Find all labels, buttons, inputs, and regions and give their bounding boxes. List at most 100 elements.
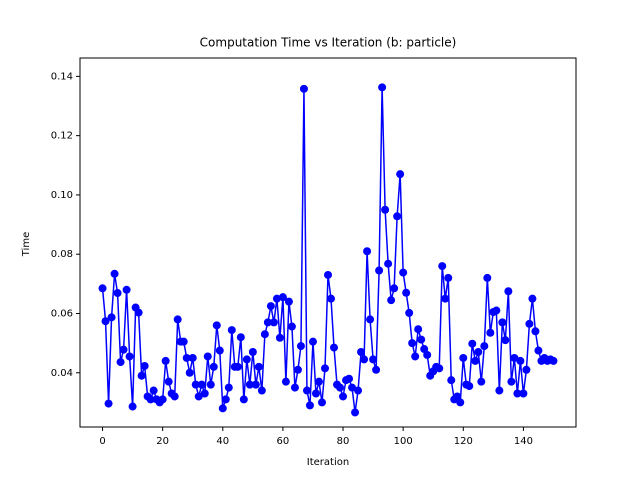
point (360, 355, 369, 364)
y-axis-label: Time (21, 232, 32, 257)
point (492, 306, 501, 315)
y-tick-label: 0.12 (51, 131, 73, 142)
point (161, 356, 170, 365)
point (531, 327, 540, 336)
point (173, 315, 182, 324)
point (101, 317, 110, 326)
point (209, 362, 218, 371)
point (149, 386, 158, 395)
point (456, 398, 465, 407)
point (206, 380, 215, 389)
point (164, 377, 173, 386)
point (405, 308, 414, 317)
point (284, 297, 293, 306)
y-tick-label: 0.06 (51, 308, 73, 319)
point (369, 355, 378, 364)
point (414, 325, 423, 334)
point (534, 346, 543, 355)
point (248, 348, 257, 357)
point (327, 294, 336, 303)
point (465, 382, 474, 391)
point (188, 353, 197, 362)
y-tick-label: 0.04 (51, 368, 73, 379)
point (498, 318, 507, 327)
x-tick-label: 40 (216, 436, 229, 447)
point (242, 355, 251, 364)
point (495, 386, 504, 395)
point (453, 392, 462, 401)
point (471, 356, 480, 365)
point (438, 262, 447, 271)
point (354, 386, 363, 395)
point (408, 339, 417, 348)
point (200, 389, 209, 398)
point (423, 350, 432, 359)
point (366, 315, 375, 324)
point (525, 319, 534, 328)
point (128, 402, 137, 411)
point (411, 352, 420, 361)
point (170, 392, 179, 401)
x-axis-label: Iteration (307, 457, 349, 468)
point (528, 294, 537, 303)
point (483, 273, 492, 282)
point (293, 365, 302, 374)
point (110, 269, 119, 278)
point (281, 377, 290, 386)
point (516, 356, 525, 365)
point (381, 205, 390, 214)
point (116, 358, 125, 367)
point (399, 268, 408, 277)
point (269, 318, 278, 327)
point (507, 377, 516, 386)
point (339, 392, 348, 401)
chart-title: Computation Time vs Iteration (b: partic… (200, 36, 457, 50)
point (320, 364, 329, 373)
point (402, 288, 411, 297)
point (317, 398, 326, 407)
point (191, 380, 200, 389)
point (314, 377, 323, 386)
point (296, 342, 305, 351)
point (299, 84, 308, 93)
point (272, 294, 281, 303)
point (513, 389, 522, 398)
point (194, 392, 203, 401)
point (324, 270, 332, 279)
point (197, 380, 206, 389)
point (113, 289, 122, 298)
point (236, 333, 245, 342)
point (278, 293, 287, 302)
point (504, 287, 513, 296)
point (390, 284, 399, 293)
point (218, 404, 227, 413)
point (305, 401, 314, 410)
point (134, 308, 143, 317)
point (396, 170, 405, 179)
point (260, 330, 269, 339)
y-tick-label: 0.10 (51, 190, 73, 201)
point (387, 296, 396, 305)
point (519, 389, 528, 398)
point (98, 284, 107, 293)
point (302, 386, 311, 395)
point (140, 361, 149, 370)
point (275, 333, 284, 342)
point (146, 395, 155, 404)
point (179, 337, 188, 346)
point (266, 302, 275, 311)
point (468, 339, 477, 348)
point (459, 353, 468, 362)
point (363, 247, 372, 256)
point (417, 335, 426, 344)
point (384, 259, 393, 268)
plot-frame (79, 57, 577, 428)
point (119, 345, 128, 354)
point (357, 348, 366, 357)
point (308, 337, 317, 346)
point (351, 408, 360, 417)
x-tick-label: 140 (514, 436, 533, 447)
point (441, 294, 450, 303)
point (435, 364, 444, 373)
